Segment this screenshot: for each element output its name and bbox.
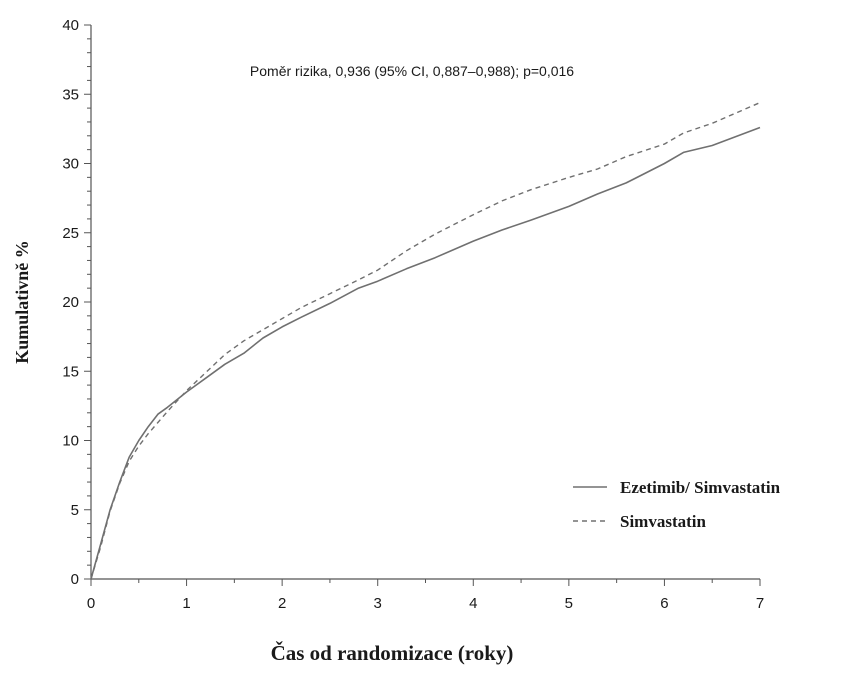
y-axis-title: Kumulativně % <box>12 240 32 364</box>
x-axis-title: Čas od randomizace (roky) <box>271 641 514 665</box>
series-line-simvastatin <box>90 101 761 580</box>
y-tick-label: 30 <box>62 156 79 173</box>
y-tick-label: 10 <box>62 433 79 450</box>
hazard-ratio-annotation: Poměr rizika, 0,936 (95% CI, 0,887–0,988… <box>250 63 574 79</box>
series-layer <box>90 101 761 580</box>
y-tick-label: 5 <box>71 502 79 519</box>
x-tick-label: 4 <box>469 595 477 612</box>
legend-label-simvastatin: Simvastatin <box>620 512 707 531</box>
axes: 0 5 10 15 20 25 30 35 40 0 1 2 3 4 5 6 7 <box>62 17 764 612</box>
x-tick-label: 5 <box>565 595 573 612</box>
y-tick-label: 40 <box>62 17 79 34</box>
x-tick-label: 0 <box>87 595 95 612</box>
y-tick-label: 20 <box>62 294 79 311</box>
y-tick-label: 25 <box>62 225 79 242</box>
x-tick-label: 6 <box>660 595 668 612</box>
x-tick-label: 3 <box>374 595 382 612</box>
y-tick-label: 0 <box>71 571 79 588</box>
y-tick-label: 35 <box>62 86 79 103</box>
y-tick-label: 15 <box>62 363 79 380</box>
x-tick-label: 2 <box>278 595 286 612</box>
series-line-ezetimib-simvastatin <box>90 126 761 580</box>
legend: Ezetimib/ Simvastatin Simvastatin <box>573 478 781 531</box>
x-tick-label: 1 <box>182 595 190 612</box>
x-tick-label: 7 <box>756 595 764 612</box>
legend-label-ezetimib-simvastatin: Ezetimib/ Simvastatin <box>620 478 781 497</box>
